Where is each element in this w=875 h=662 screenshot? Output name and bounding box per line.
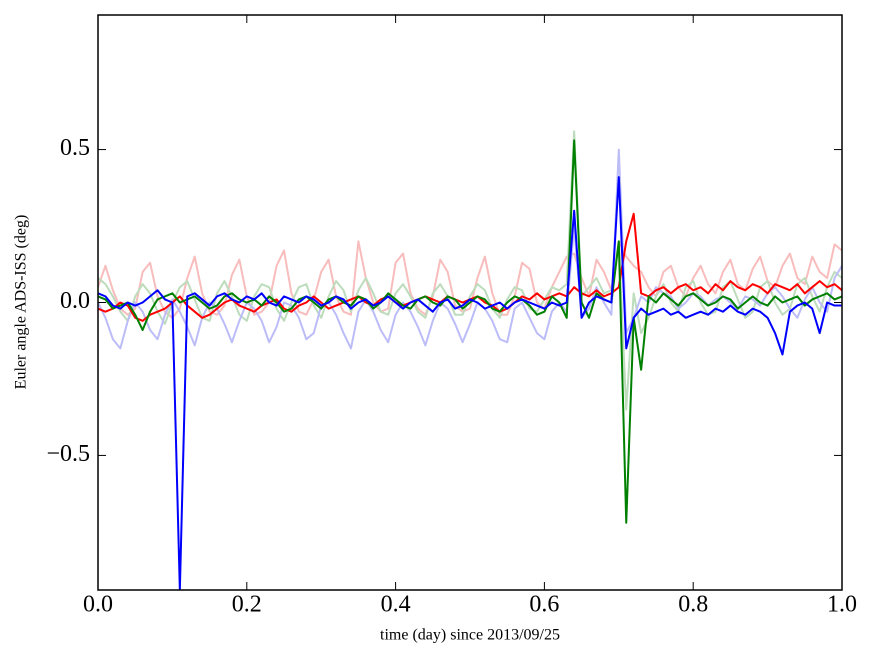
series-line bbox=[98, 139, 842, 524]
plot-lines bbox=[98, 130, 842, 590]
x-tick-label: 1.0 bbox=[827, 592, 857, 618]
x-tick-label: 0.8 bbox=[678, 592, 708, 618]
axes: 0.0 0.2 0.4 0.6 0.8 1.0 −0.5 0.0 0.5 bbox=[46, 15, 857, 618]
y-tick-label: −0.5 bbox=[46, 441, 90, 467]
x-axis-label: time (day) since 2013/09/25 bbox=[380, 627, 560, 644]
x-tick-label: 0.4 bbox=[381, 592, 411, 618]
x-tick-label: 0.2 bbox=[232, 592, 262, 618]
series-line bbox=[98, 176, 842, 590]
y-tick-label: 0.0 bbox=[60, 288, 90, 314]
y-axis-label: Euler angle ADS-ISS (deg) bbox=[13, 215, 30, 390]
series-line bbox=[98, 130, 842, 411]
series-line bbox=[98, 148, 842, 350]
y-tick-label: 0.5 bbox=[60, 135, 90, 161]
x-tick-label: 0.6 bbox=[529, 592, 559, 618]
plot-frame bbox=[97, 14, 843, 591]
x-tick-label: 0.0 bbox=[83, 592, 113, 618]
